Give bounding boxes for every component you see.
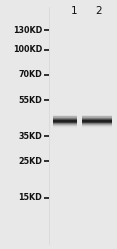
Bar [82,117,112,118]
Bar [82,122,112,123]
Bar [82,121,112,122]
Bar [53,125,77,126]
Bar [82,127,112,128]
Bar [82,123,112,124]
Text: 55KD: 55KD [18,96,42,105]
Bar [53,121,77,122]
Text: 35KD: 35KD [18,132,42,141]
Bar [82,115,112,116]
Bar [53,123,77,124]
Text: 70KD: 70KD [18,70,42,79]
Text: 100KD: 100KD [13,45,42,54]
Bar [82,116,112,117]
Bar [53,122,77,123]
Text: 15KD: 15KD [18,193,42,202]
Bar [82,120,112,121]
Bar [53,116,77,117]
Bar [53,124,77,125]
Bar [82,126,112,127]
Bar [53,127,77,128]
Bar [82,120,112,121]
Bar [53,120,77,121]
Bar [82,125,112,126]
Bar [53,115,77,116]
Text: 25KD: 25KD [18,157,42,166]
Bar [53,117,77,118]
Bar [53,118,77,119]
Text: 1: 1 [71,6,78,16]
Bar [82,124,112,125]
Bar [82,118,112,119]
Text: 130KD: 130KD [13,26,42,35]
Bar [53,119,77,120]
Bar [82,119,112,120]
Bar [53,120,77,121]
Text: 2: 2 [96,6,102,16]
Bar [53,126,77,127]
